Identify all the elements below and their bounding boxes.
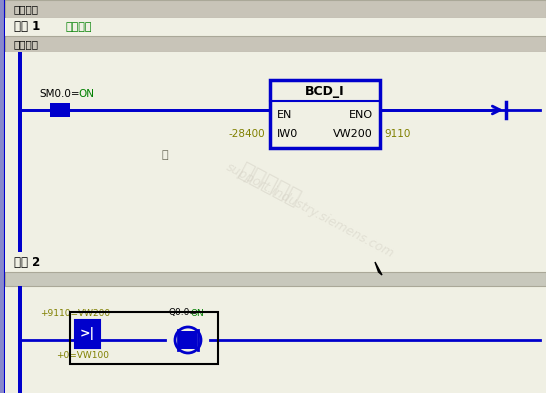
- Text: 🔒: 🔒: [162, 150, 168, 160]
- Bar: [53, 103, 67, 117]
- Polygon shape: [375, 262, 382, 275]
- Text: -28400: -28400: [228, 129, 265, 139]
- Bar: [5, 272, 546, 286]
- Bar: [5, 286, 546, 393]
- Bar: [50, 103, 53, 117]
- Text: BCD_I: BCD_I: [305, 84, 345, 97]
- Bar: [5, 18, 546, 36]
- Text: 9110: 9110: [384, 129, 411, 139]
- Bar: [18, 286, 22, 393]
- Text: SM0.0=: SM0.0=: [40, 89, 80, 99]
- Bar: [70, 312, 218, 364]
- Text: +0=VW100: +0=VW100: [56, 351, 109, 360]
- Bar: [18, 52, 22, 252]
- Bar: [5, 0, 546, 18]
- Bar: [75, 320, 100, 348]
- Text: 程序注释: 程序注释: [14, 4, 39, 14]
- Bar: [5, 36, 546, 52]
- Text: ON: ON: [78, 89, 94, 99]
- Bar: [270, 80, 380, 148]
- Text: +9110=VW200: +9110=VW200: [40, 309, 110, 318]
- Text: >|: >|: [80, 327, 95, 340]
- Text: ON: ON: [190, 309, 204, 318]
- Text: 网络 2: 网络 2: [14, 255, 40, 268]
- Text: 网络标题: 网络标题: [65, 22, 92, 32]
- Bar: [5, 52, 546, 252]
- Text: VW200: VW200: [333, 129, 373, 139]
- Bar: [67, 103, 70, 117]
- Text: 网络 1: 网络 1: [14, 20, 40, 33]
- Text: 西门子工业: 西门子工业: [236, 160, 304, 209]
- Text: EN: EN: [277, 110, 292, 120]
- Text: 网络注释: 网络注释: [14, 39, 39, 49]
- Text: ENO: ENO: [349, 110, 373, 120]
- Bar: [179, 331, 197, 349]
- Text: Q0.0=: Q0.0=: [169, 309, 198, 318]
- Text: IW0: IW0: [277, 129, 298, 139]
- Bar: [5, 252, 546, 272]
- Text: support.industry.siemens.com: support.industry.siemens.com: [224, 160, 396, 260]
- Bar: [0, 0, 5, 393]
